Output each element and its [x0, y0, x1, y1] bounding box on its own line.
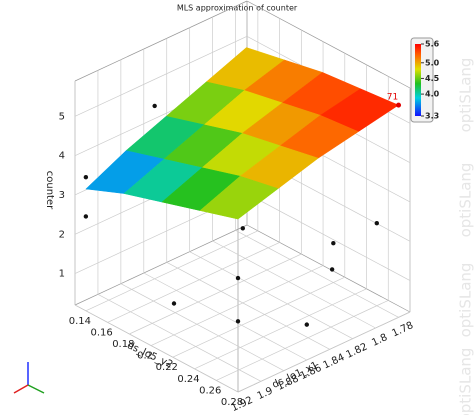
support-point — [235, 319, 241, 324]
support-point — [83, 174, 89, 180]
floor-grid-line — [216, 300, 389, 381]
floor-grid-line — [107, 242, 280, 323]
x-tick-label: 0.24 — [177, 374, 199, 385]
x-tick-label: 0.18 — [112, 339, 134, 350]
axis-triad — [13, 362, 45, 394]
support-point — [152, 103, 157, 109]
y-tick-label: 1.9 — [256, 385, 275, 402]
floor-grid-line — [172, 276, 345, 358]
support-point — [331, 241, 336, 246]
floor-grid-line — [189, 251, 353, 339]
support-point — [171, 301, 177, 306]
colorbar-tick-label: 3.3 — [425, 112, 439, 121]
wall-grid-line — [246, 193, 411, 281]
colorbar-tick-label: 4.5 — [425, 74, 440, 83]
box-edge — [246, 0, 411, 89]
annotation-marker — [396, 102, 402, 108]
box-edge — [74, 224, 248, 306]
floor-grid-line — [166, 262, 330, 350]
z-tick-label: 2 — [59, 229, 65, 240]
support-point — [235, 275, 241, 281]
watermark: optiSLang — [457, 58, 474, 133]
z-tick-label: 5 — [59, 111, 65, 122]
floor-grid-line — [74, 304, 239, 393]
surface-patch — [199, 175, 279, 220]
floor-grid-line — [143, 272, 307, 361]
support-point — [374, 221, 379, 226]
x-tick-label: 0.22 — [156, 362, 178, 373]
x-tick-label: 0.2 — [137, 351, 153, 362]
colorbar — [415, 44, 421, 116]
colorbar-tick-label: 5.6 — [425, 40, 440, 49]
watermark: optiSLang — [457, 163, 474, 238]
x-tick-label: 0.14 — [69, 316, 91, 327]
annotation-label: 71 — [387, 93, 398, 103]
floor-grid-line — [212, 240, 376, 329]
box-edge — [74, 0, 248, 82]
floor-grid-line — [85, 230, 259, 312]
floor-grid-line — [235, 230, 399, 318]
box-edge — [246, 224, 411, 313]
floor-grid-line — [97, 294, 262, 382]
z-axis-label: counter — [44, 171, 55, 210]
floor-grid-line — [237, 311, 411, 393]
x-tick-label: 0.26 — [199, 385, 221, 396]
watermark: optiSLang — [457, 348, 474, 415]
floor-grid-line — [194, 288, 367, 370]
support-point — [240, 226, 245, 231]
wall-grid-line — [74, 36, 248, 117]
y-tick-label: 1.78 — [390, 320, 415, 339]
y-tick-label: 1.8 — [370, 332, 389, 349]
x-tick-label: 0.16 — [90, 327, 112, 338]
y-tick-label: 1.84 — [322, 352, 347, 371]
z-tick-label: 3 — [59, 190, 65, 201]
x-tick-label: 0.28 — [221, 397, 243, 408]
support-point — [329, 267, 335, 272]
y-tick-label: 1.82 — [344, 341, 369, 360]
floor-grid-line — [150, 265, 324, 346]
watermark: optiSLang — [457, 263, 474, 338]
triad-y — [27, 384, 45, 394]
support-point — [83, 214, 89, 219]
watermarks: optiSLang optiSLang optiSLang optiSLang — [457, 58, 474, 415]
support-point — [304, 322, 309, 327]
chart-title: MLS approximation of counter — [177, 4, 298, 13]
colorbar-tick-label: 4.0 — [425, 90, 440, 99]
triad-x — [13, 384, 29, 394]
z-tick-label: 4 — [59, 151, 65, 162]
floor-grid-line — [120, 283, 285, 371]
floor-grid-line — [129, 253, 302, 335]
colorbar-tick-label: 5.0 — [425, 58, 440, 67]
z-tick-label: 1 — [59, 269, 65, 280]
